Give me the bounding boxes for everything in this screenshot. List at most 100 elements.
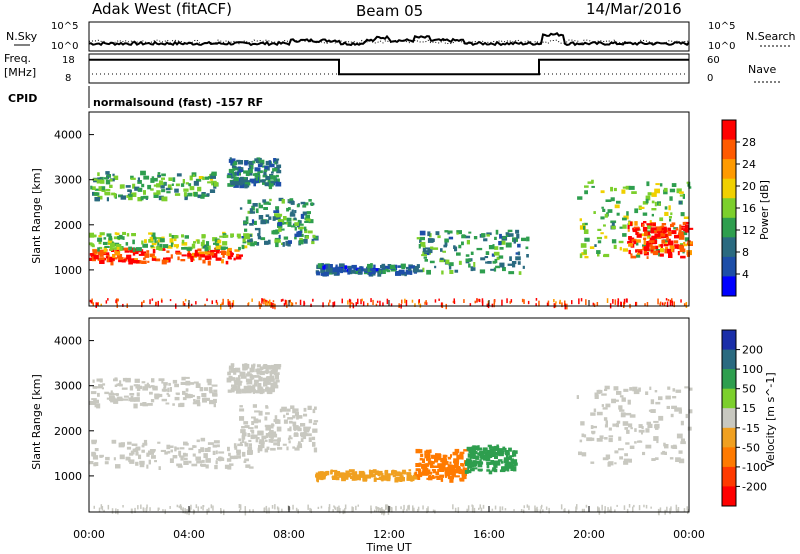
ground-scatter-cell <box>228 301 230 307</box>
heatmap-cell <box>134 186 140 191</box>
heatmap-cell <box>605 403 611 408</box>
heatmap-cell <box>286 408 291 412</box>
heatmap-cell <box>244 365 249 369</box>
heatmap-cell <box>119 380 122 384</box>
heatmap-cell <box>426 458 431 461</box>
heatmap-cell <box>278 227 282 232</box>
heatmap-cell <box>445 259 450 264</box>
heatmap-cell <box>175 183 180 187</box>
heatmap-cell <box>146 382 149 388</box>
heatmap-cell <box>245 373 250 377</box>
heatmap-cell <box>141 449 145 453</box>
heatmap-cell <box>497 459 503 462</box>
ground-scatter-cell <box>357 298 359 305</box>
heatmap-cell <box>367 267 371 273</box>
ground-scatter-cell <box>288 507 291 511</box>
heatmap-cell <box>254 158 259 162</box>
ground-scatter-cell <box>280 299 283 302</box>
heatmap-cell <box>485 251 490 255</box>
heatmap-cell <box>678 229 682 235</box>
heatmap-cell <box>230 180 235 185</box>
heatmap-cell <box>269 198 272 202</box>
heatmap-cell <box>452 473 455 477</box>
heatmap-cell <box>653 420 659 423</box>
heatmap-cell <box>278 197 284 202</box>
heatmap-cell <box>263 170 267 176</box>
heatmap-cell <box>594 244 597 247</box>
heatmap-cell <box>513 238 516 244</box>
heatmap-cell <box>619 395 624 398</box>
heatmap-cell <box>226 174 232 179</box>
heatmap-cell <box>653 436 659 441</box>
heatmap-cell <box>105 456 110 461</box>
heatmap-cell <box>646 236 650 239</box>
heatmap-cell <box>209 177 214 181</box>
heatmap-cell <box>118 259 123 263</box>
ground-scatter-cell <box>564 300 566 306</box>
heatmap-cell <box>277 222 283 227</box>
ground-scatter-cell <box>683 508 686 512</box>
heatmap-cell <box>236 451 241 456</box>
heatmap-cell <box>206 241 210 246</box>
heatmap-cell <box>275 206 280 210</box>
heatmap-cell <box>454 269 459 273</box>
colorbar-tick-label: 20 <box>742 180 756 193</box>
heatmap-cell <box>488 446 495 449</box>
heatmap-cell <box>344 265 348 270</box>
heatmap-cell <box>90 391 97 395</box>
heatmap-cell <box>265 214 270 217</box>
heatmap-cell <box>513 450 518 454</box>
heatmap-cell <box>101 189 106 192</box>
ground-scatter-cell <box>575 506 577 512</box>
heatmap-cell <box>456 230 462 235</box>
heatmap-cell <box>250 242 255 247</box>
heatmap-cell <box>494 258 498 264</box>
heatmap-cell <box>148 232 153 235</box>
heatmap-cell <box>414 265 419 271</box>
heatmap-cell <box>642 226 648 232</box>
heatmap-cell <box>651 213 654 217</box>
heatmap-cell <box>192 445 196 448</box>
heatmap-cell <box>430 464 434 468</box>
heatmap-cell <box>260 220 267 225</box>
ground-scatter-cell <box>260 303 263 307</box>
heatmap-cell <box>245 171 250 177</box>
heatmap-cell <box>439 474 444 478</box>
ground-scatter-cell <box>317 506 320 509</box>
ground-scatter-cell <box>671 298 673 303</box>
heatmap-cell <box>481 233 486 238</box>
heatmap-cell <box>584 190 588 195</box>
heatmap-cell <box>518 271 522 275</box>
heatmap-cell <box>129 459 135 464</box>
heatmap-cell <box>303 407 307 412</box>
heatmap-cell <box>416 474 423 478</box>
heatmap-cell <box>654 233 660 238</box>
heatmap-cell <box>293 408 299 412</box>
heatmap-cell <box>196 460 203 464</box>
heatmap-cell <box>168 233 172 237</box>
heatmap-cell <box>583 222 588 226</box>
ground-scatter-cell <box>522 509 525 514</box>
heatmap-cell <box>161 173 166 177</box>
heatmap-cell <box>623 461 629 465</box>
heatmap-cell <box>154 460 157 463</box>
heatmap-cell <box>140 251 147 256</box>
heatmap-cell <box>151 455 156 459</box>
heatmap-cell <box>591 179 594 184</box>
heatmap-cell <box>418 449 423 454</box>
heatmap-cell <box>307 230 313 234</box>
heatmap-cell <box>277 437 281 442</box>
ground-scatter-cell <box>277 507 280 511</box>
heatmap-cell <box>287 428 292 432</box>
x-tick-label: 16:00 <box>473 528 505 541</box>
ground-scatter-cell <box>281 508 283 512</box>
heatmap-cell <box>116 397 123 402</box>
colorbar-tick-label: 16 <box>742 202 756 215</box>
heatmap-cell <box>238 438 242 442</box>
heatmap-cell <box>648 409 653 412</box>
heatmap-cell <box>635 254 641 258</box>
heatmap-cell <box>471 446 477 452</box>
heatmap-cell <box>327 264 333 269</box>
heatmap-cell <box>147 260 150 263</box>
